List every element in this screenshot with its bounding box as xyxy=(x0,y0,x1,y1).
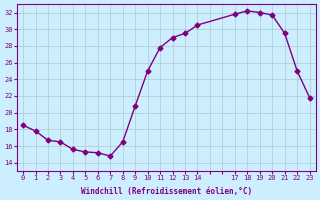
X-axis label: Windchill (Refroidissement éolien,°C): Windchill (Refroidissement éolien,°C) xyxy=(81,187,252,196)
